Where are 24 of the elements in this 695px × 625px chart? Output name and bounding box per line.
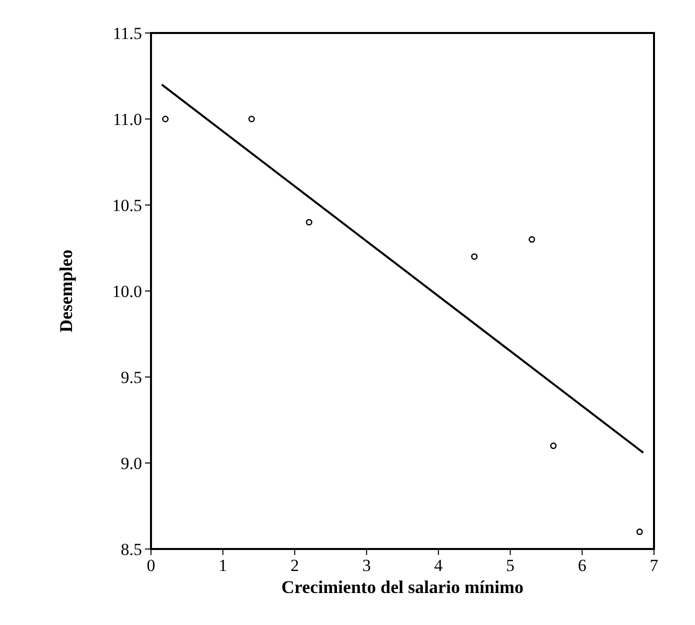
point (528, 236, 536, 243)
y-tick-label: 9.5 (120, 368, 142, 387)
x-tick-label: 2 (290, 556, 299, 575)
point (471, 253, 478, 260)
point (636, 528, 643, 536)
x-tick-label: 0 (146, 556, 156, 575)
point (248, 116, 255, 122)
x-tick-label: 1 (218, 556, 228, 575)
point (550, 442, 557, 450)
x-tick-label: 7 (650, 556, 659, 575)
x-tick-label: 6 (578, 556, 586, 575)
point (162, 116, 169, 122)
x-tick-label: 5 (506, 556, 515, 575)
y-axis-title: Desempleo (56, 250, 76, 332)
y-tick-label: 10.5 (112, 196, 142, 215)
point (306, 218, 312, 226)
y-tick-label: 11.0 (112, 110, 142, 129)
x-axis-title: Crecimiento del salario mínimo (281, 577, 524, 597)
y-tick-label: 11.5 (112, 24, 142, 43)
y-tick-label: 8.5 (120, 540, 142, 559)
y-tick-label: 10.0 (112, 282, 142, 301)
x-tick-label: 4 (434, 556, 444, 575)
y-tick-label: 9.0 (120, 454, 142, 473)
x-tick-label: 3 (362, 556, 371, 575)
